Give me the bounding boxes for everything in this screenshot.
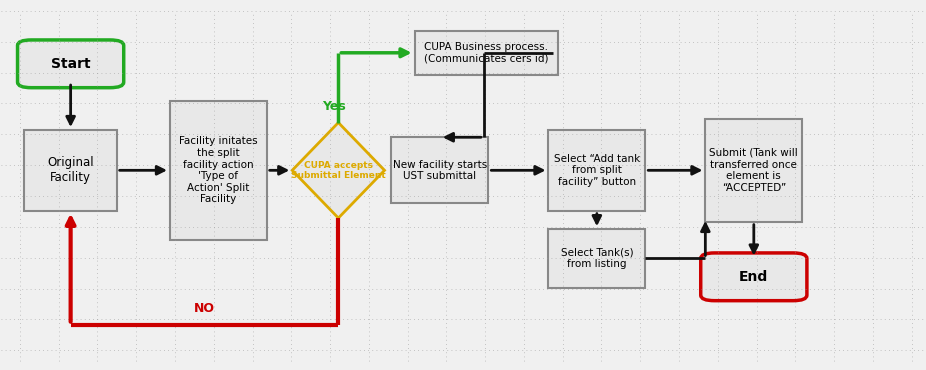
Text: Yes: Yes <box>322 100 345 113</box>
Polygon shape <box>293 122 384 218</box>
Bar <box>392 137 488 204</box>
Text: New facility starts
UST submittal: New facility starts UST submittal <box>393 159 487 181</box>
Bar <box>169 101 267 240</box>
Text: Submit (Tank will
transferred once
element is
“ACCEPTED”: Submit (Tank will transferred once eleme… <box>709 148 798 193</box>
Bar <box>24 130 117 211</box>
Bar <box>706 119 802 222</box>
Text: Select “Add tank
from split
facility” button: Select “Add tank from split facility” bu… <box>554 154 640 187</box>
Text: NO: NO <box>194 302 215 315</box>
Bar <box>415 31 557 75</box>
Bar <box>548 130 645 211</box>
FancyBboxPatch shape <box>701 253 807 301</box>
Text: Facility initates
the split
facility action
'Type of
Action' Split
Facility: Facility initates the split facility act… <box>179 136 257 204</box>
Text: Start: Start <box>51 57 91 71</box>
Text: Select Tank(s)
from listing: Select Tank(s) from listing <box>560 248 633 269</box>
Text: End: End <box>739 270 769 284</box>
Text: CUPA accepts
Submittal Element: CUPA accepts Submittal Element <box>291 161 386 180</box>
Text: Original
Facility: Original Facility <box>47 156 94 184</box>
Bar <box>548 229 645 288</box>
FancyBboxPatch shape <box>18 40 124 88</box>
Text: CUPA Business process.
(Communicates cers id): CUPA Business process. (Communicates cer… <box>424 42 548 64</box>
